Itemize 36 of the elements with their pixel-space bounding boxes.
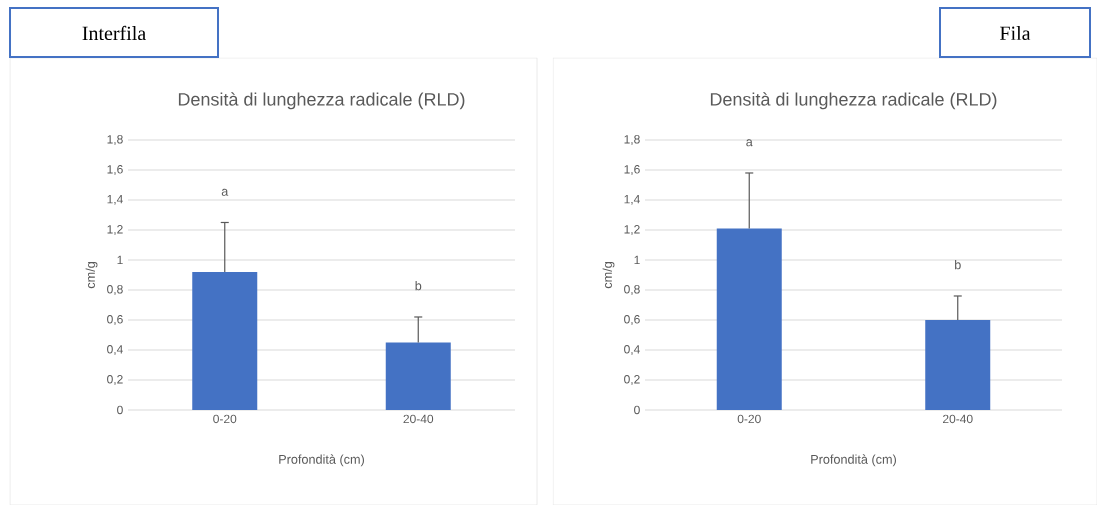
chart-title: Densità di lunghezza radicale (RLD) xyxy=(178,92,465,110)
y-tick-label: 0,4 xyxy=(624,345,640,355)
annotation: b xyxy=(415,280,422,291)
y-tick-label: 1,8 xyxy=(107,135,123,145)
y-tick-label: 1,2 xyxy=(624,225,640,235)
annotation: b xyxy=(955,259,961,270)
annotation: a xyxy=(746,139,753,147)
x-tick-label: 20-40 xyxy=(403,414,434,424)
y-axis-title: cm/g xyxy=(602,262,615,289)
y-tick-label: 1 xyxy=(634,255,640,265)
y-tick-label: 0,6 xyxy=(624,315,640,325)
x-tick-label: 0-20 xyxy=(737,414,761,424)
y-tick-label: 0,2 xyxy=(107,375,123,385)
y-tick-label: 1,4 xyxy=(107,195,123,205)
text: Fila xyxy=(1000,25,1031,41)
y-tick-label: 1,6 xyxy=(107,165,123,175)
y-tick-label: 0,8 xyxy=(107,285,123,295)
y-tick-label: 0,8 xyxy=(624,285,640,295)
y-tick-label: 0,6 xyxy=(107,315,123,325)
y-tick-label: 0,4 xyxy=(107,345,123,355)
y-tick-label: 0 xyxy=(634,405,640,415)
x-axis-title: Profondità (cm) xyxy=(279,454,364,467)
chart-title: Densità di lunghezza radicale (RLD) xyxy=(710,92,997,110)
x-tick-label: 0-20 xyxy=(213,414,237,424)
y-tick-label: 1 xyxy=(117,255,123,265)
x-tick-label: 20-40 xyxy=(943,414,973,424)
x-axis-title: Profondità (cm) xyxy=(811,454,896,467)
y-tick-label: 1,6 xyxy=(624,165,640,175)
y-tick-label: 0 xyxy=(117,405,123,415)
annotation: a xyxy=(221,188,229,196)
y-tick-label: 1,2 xyxy=(107,225,123,235)
text: Interfila xyxy=(82,25,146,41)
y-axis-title: cm/g xyxy=(85,262,98,289)
y-tick-label: 1,8 xyxy=(624,135,640,145)
y-tick-label: 0,2 xyxy=(624,375,640,385)
y-tick-label: 1,4 xyxy=(624,195,640,205)
